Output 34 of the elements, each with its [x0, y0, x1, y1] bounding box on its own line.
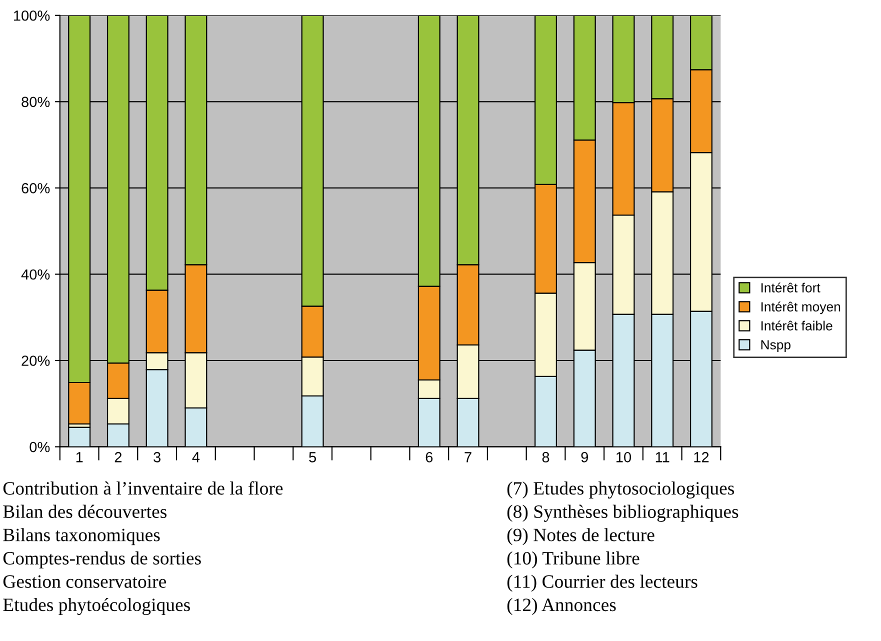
x-tick-label: 7 — [464, 452, 472, 462]
text: Etudes phytoécologiques — [3, 598, 190, 616]
x-tick-label: 1 — [76, 452, 83, 462]
x-tick-label: 10 — [616, 452, 632, 462]
text: Bilans taxonomiques — [3, 528, 160, 546]
x-tick-label: 2 — [114, 452, 122, 462]
y-tick-label: 80% — [22, 96, 50, 108]
x-tick-label: 11 — [656, 452, 670, 462]
text: (7) Etudes phytosociologiques — [507, 481, 734, 499]
y-tick-label: 40% — [21, 269, 50, 280]
x-tick-label: 9 — [581, 452, 588, 462]
y-tick-label: 100% — [14, 10, 50, 21]
legend-label: Intérêt faible — [761, 320, 832, 330]
text: Contribution à l’inventaire de la flore — [3, 481, 283, 495]
text: (9) Notes de lecture — [507, 528, 654, 546]
x-tick-label: 5 — [309, 452, 316, 462]
y-tick-label: 60% — [22, 183, 50, 194]
text: Comptes-rendus de sorties — [3, 551, 201, 568]
text: Bilan des découvertes — [3, 504, 166, 518]
legend-label: Intérêt fort — [761, 282, 820, 292]
x-tick-label: 12 — [694, 452, 709, 462]
x-tick-label: 3 — [154, 452, 160, 462]
legend-label: Intérêt moyen — [761, 302, 840, 314]
text: Gestion conservatoire — [3, 575, 166, 588]
x-tick-label: 4 — [192, 452, 200, 462]
y-tick-label: 20% — [22, 356, 50, 366]
x-tick-label: 8 — [542, 452, 550, 462]
text: (8) Synthèses bibliographiques — [507, 504, 738, 522]
text: (10) Tribune libre — [507, 551, 640, 568]
text: (12) Annonces — [507, 598, 616, 615]
y-tick-label: 0% — [30, 442, 50, 452]
text: (11) Courrier des lecteurs — [507, 574, 698, 592]
legend-label: Nspp — [761, 340, 790, 352]
x-tick-label: 6 — [426, 452, 433, 462]
